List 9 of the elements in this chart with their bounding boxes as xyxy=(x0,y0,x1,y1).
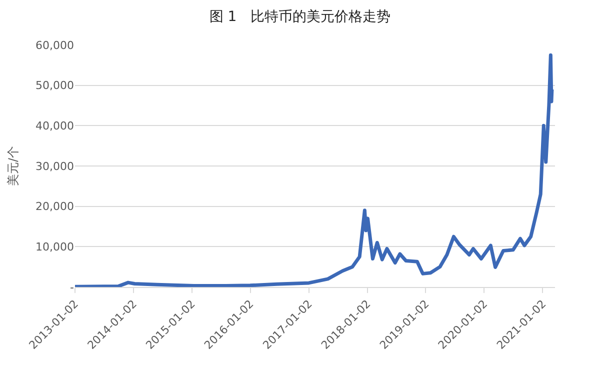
y-tick-label: 10,000 xyxy=(36,240,74,254)
chart-title: 图 1 比特币的美元价格走势 xyxy=(209,8,391,25)
y-tick-label: 60,000 xyxy=(36,38,74,52)
y-tick-label: - xyxy=(70,280,74,294)
y-tick-label: 30,000 xyxy=(36,160,74,173)
y-tick-label: 50,000 xyxy=(36,79,74,92)
y-axis-title: 美元/个 xyxy=(6,146,20,186)
y-tick-label: 40,000 xyxy=(36,120,74,133)
y-tick-label: 20,000 xyxy=(36,200,74,214)
